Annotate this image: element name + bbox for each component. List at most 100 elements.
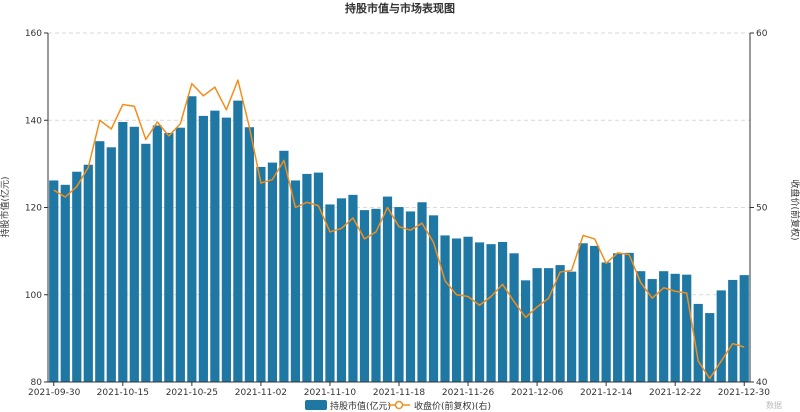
line-point[interactable] xyxy=(464,293,472,301)
bar[interactable] xyxy=(129,126,139,382)
line-point[interactable] xyxy=(499,280,507,288)
line-point[interactable] xyxy=(487,293,495,301)
bar[interactable] xyxy=(497,241,508,382)
bar[interactable] xyxy=(152,125,162,382)
line-point[interactable] xyxy=(407,226,415,234)
line-point[interactable] xyxy=(602,259,610,267)
line-point[interactable] xyxy=(706,375,714,383)
bar[interactable] xyxy=(382,196,393,382)
line-point[interactable] xyxy=(740,343,748,351)
bar[interactable] xyxy=(95,141,105,382)
line-point[interactable] xyxy=(418,219,426,227)
line-point[interactable] xyxy=(280,156,288,164)
bar[interactable] xyxy=(244,127,254,382)
bar[interactable] xyxy=(198,115,208,382)
bar[interactable] xyxy=(359,210,370,382)
bar[interactable] xyxy=(520,280,531,382)
line-point[interactable] xyxy=(268,176,276,184)
line-point[interactable] xyxy=(660,284,668,292)
line-point[interactable] xyxy=(107,125,115,133)
bar[interactable] xyxy=(313,172,324,382)
line-point[interactable] xyxy=(545,294,553,302)
bar[interactable] xyxy=(72,171,82,382)
line-point[interactable] xyxy=(430,238,438,246)
line-point[interactable] xyxy=(73,183,81,191)
bar[interactable] xyxy=(578,243,588,382)
line-point[interactable] xyxy=(188,80,196,88)
line-point[interactable] xyxy=(165,132,173,140)
line-point[interactable] xyxy=(383,204,391,212)
bar[interactable] xyxy=(371,208,381,382)
bar[interactable] xyxy=(601,262,611,382)
bar[interactable] xyxy=(567,271,577,382)
line-point[interactable] xyxy=(314,202,322,210)
line-point[interactable] xyxy=(372,228,380,236)
bar[interactable] xyxy=(394,207,404,382)
bar[interactable] xyxy=(175,127,185,382)
bar[interactable] xyxy=(624,252,634,382)
bar[interactable] xyxy=(659,271,669,382)
bar[interactable] xyxy=(325,204,335,382)
bar[interactable] xyxy=(210,110,220,383)
bar[interactable] xyxy=(716,290,726,382)
legend-line-label[interactable]: 收盘价(前复权)(右) xyxy=(414,400,491,412)
bar[interactable] xyxy=(267,162,278,382)
legend-bar-label[interactable]: 持股市值(亿元) xyxy=(330,400,391,412)
bar[interactable] xyxy=(164,132,174,382)
bar[interactable] xyxy=(256,166,266,382)
line-point[interactable] xyxy=(142,135,150,143)
bar[interactable] xyxy=(290,180,301,382)
line-point[interactable] xyxy=(349,214,357,222)
bar[interactable] xyxy=(636,271,646,382)
bar[interactable] xyxy=(590,245,600,382)
bar[interactable] xyxy=(83,164,93,382)
bar[interactable] xyxy=(728,279,738,382)
bar[interactable] xyxy=(60,184,70,382)
line-point[interactable] xyxy=(395,223,403,231)
bar[interactable] xyxy=(428,215,439,382)
line-point[interactable] xyxy=(199,92,207,100)
bar[interactable] xyxy=(417,202,427,382)
line-point[interactable] xyxy=(522,313,530,321)
legend[interactable]: 持股市值(亿元) 收盘价(前复权)(右) xyxy=(305,400,491,412)
close-price-line[interactable] xyxy=(53,79,745,380)
line-point[interactable] xyxy=(625,251,633,259)
bar[interactable] xyxy=(544,268,554,382)
line-point[interactable] xyxy=(119,101,127,109)
line-point[interactable] xyxy=(671,287,679,295)
bar[interactable] xyxy=(451,238,462,382)
bar[interactable] xyxy=(613,253,623,382)
bar[interactable] xyxy=(336,198,347,382)
legend-line-marker[interactable] xyxy=(394,400,404,410)
line-point[interactable] xyxy=(648,294,656,302)
bar[interactable] xyxy=(279,150,289,382)
bar[interactable] xyxy=(486,244,496,382)
line-point[interactable] xyxy=(717,357,725,365)
bar[interactable] xyxy=(49,180,59,382)
bar[interactable] xyxy=(141,143,151,382)
bar[interactable] xyxy=(555,265,565,382)
legend-bar-swatch[interactable] xyxy=(305,400,327,410)
line-point[interactable] xyxy=(510,298,518,306)
bar[interactable] xyxy=(233,100,243,383)
line-point[interactable] xyxy=(245,123,253,131)
bar[interactable] xyxy=(532,268,542,382)
line-point[interactable] xyxy=(257,179,265,187)
line-point[interactable] xyxy=(84,163,92,171)
line-point[interactable] xyxy=(637,279,645,287)
bar[interactable] xyxy=(739,275,749,382)
line-point[interactable] xyxy=(130,102,138,110)
line-point[interactable] xyxy=(291,204,299,212)
line-point[interactable] xyxy=(153,118,161,126)
bar[interactable] xyxy=(670,273,680,382)
bar[interactable] xyxy=(693,303,703,382)
line-point[interactable] xyxy=(337,224,345,232)
bar[interactable] xyxy=(348,194,358,382)
line-point[interactable] xyxy=(360,235,368,243)
bar[interactable] xyxy=(118,122,128,382)
bar[interactable] xyxy=(682,274,692,382)
bar[interactable] xyxy=(705,313,715,382)
bar[interactable] xyxy=(474,242,485,382)
line-point[interactable] xyxy=(533,303,541,311)
bar[interactable] xyxy=(302,173,312,382)
